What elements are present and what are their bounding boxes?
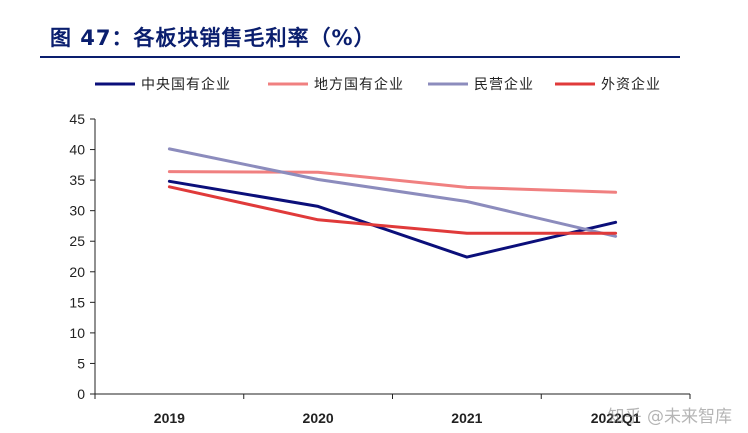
x-tick-label: 2020 — [303, 410, 334, 426]
y-axis-ticks: 0 5 10 15 20 25 30 35 40 45 — [69, 111, 95, 402]
chart-axes — [94, 119, 691, 399]
y-tick-label: 15 — [69, 294, 85, 310]
y-tick-label: 0 — [77, 386, 85, 402]
series-line — [167, 147, 618, 238]
y-tick-label: 25 — [69, 233, 85, 249]
y-tick-label: 10 — [69, 325, 85, 341]
x-tick-label: 2019 — [154, 410, 185, 426]
y-tick-label: 30 — [69, 203, 85, 219]
x-tick-label: 2022Q1 — [591, 410, 641, 426]
figure-title: 图 47：各板块销售毛利率（%） — [50, 26, 376, 50]
series-line — [167, 179, 618, 259]
y-tick-label: 20 — [69, 264, 85, 280]
chart-legend: 中央国有企业 地方国有企业 民营企业 外资企业 — [95, 76, 661, 93]
y-tick-label: 35 — [69, 172, 85, 188]
legend-label: 民营企业 — [474, 76, 534, 93]
title-rule — [40, 56, 680, 58]
series-line — [167, 170, 618, 194]
watermark: 知乎 @未来智库 — [607, 407, 732, 427]
y-tick-label: 40 — [69, 142, 85, 158]
series-lines — [167, 147, 618, 259]
series-line — [167, 185, 618, 235]
legend-label: 外资企业 — [601, 76, 661, 93]
x-axis-ticks: 2019 2020 2021 2022Q1 — [154, 410, 641, 426]
y-tick-label: 45 — [69, 111, 85, 127]
y-tick-label: 5 — [77, 355, 85, 371]
legend-label: 地方国有企业 — [314, 76, 404, 93]
legend-label: 中央国有企业 — [141, 76, 231, 93]
x-tick-label: 2021 — [451, 410, 482, 426]
